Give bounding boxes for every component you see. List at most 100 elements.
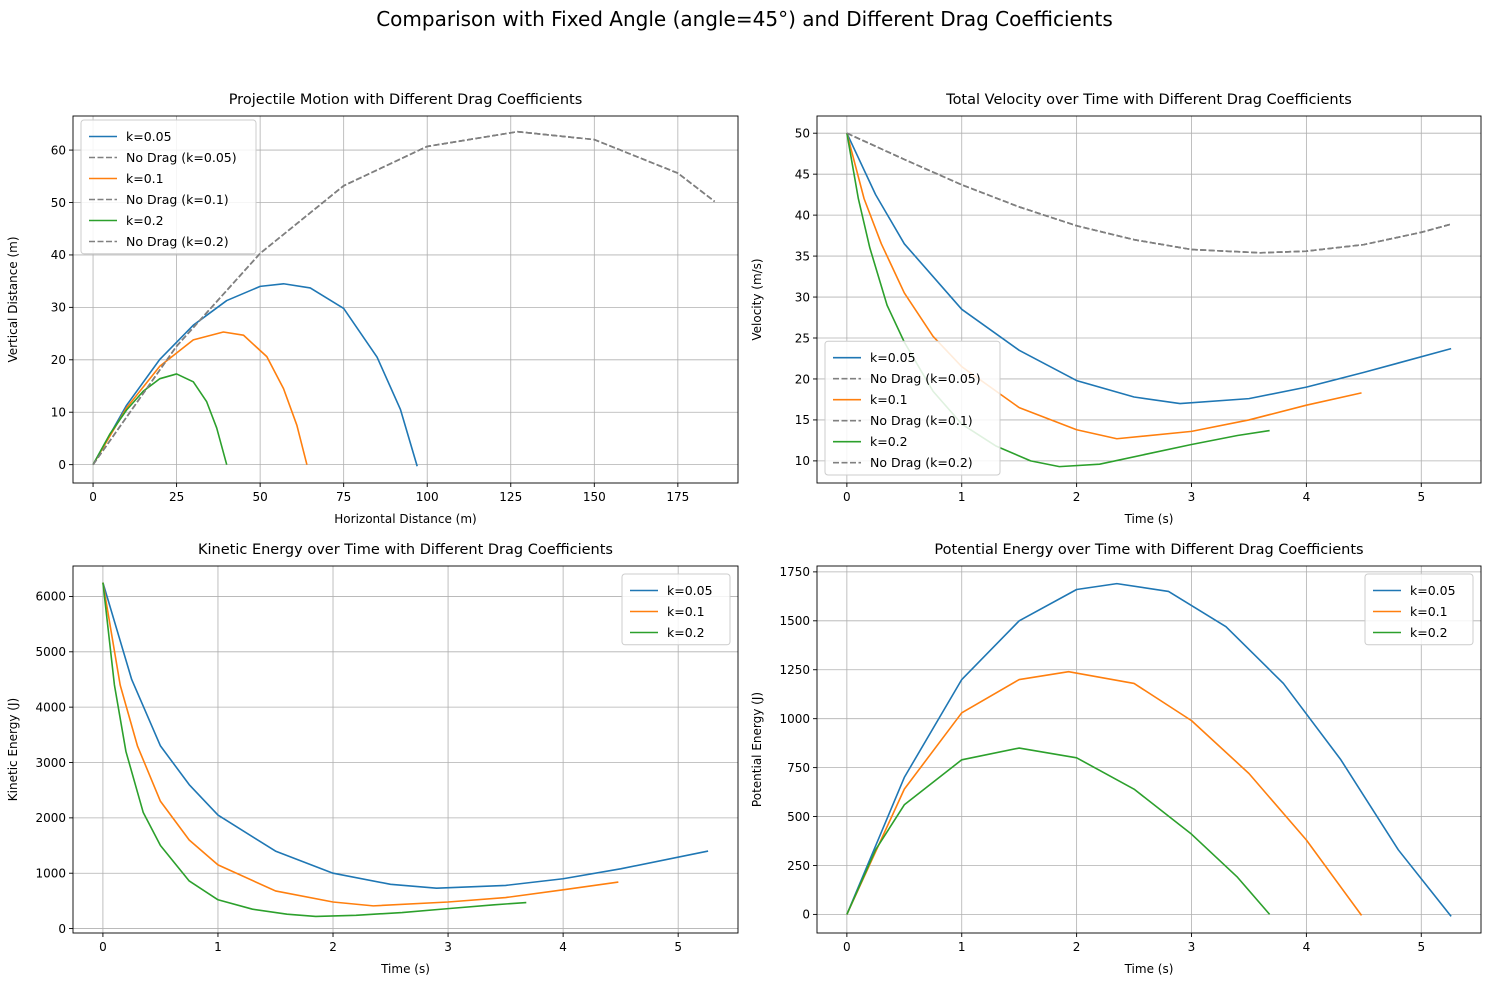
chart-3-y-tick-label-3: 750 xyxy=(787,761,810,775)
chart-0-y-tick-label-6: 60 xyxy=(51,143,66,157)
chart-1-y-tick-label-8: 50 xyxy=(795,127,810,141)
chart-2-y-tick-label-6: 6000 xyxy=(35,590,66,604)
chart-1-x-tick-label-2: 2 xyxy=(1073,490,1081,504)
chart-1-series-line-0 xyxy=(846,132,1452,405)
chart-2-x-axis-label: Time (s) xyxy=(380,962,430,976)
chart-0-x-tick-label-6: 150 xyxy=(583,490,606,504)
chart-2-y-tick-label-4: 4000 xyxy=(35,700,66,714)
chart-1-x-axis-label: Time (s) xyxy=(1124,512,1174,526)
chart-0-x-tick-label-5: 125 xyxy=(499,490,522,504)
chart-3-y-tick-label-5: 1250 xyxy=(779,663,810,677)
chart-3-y-tick-label-0: 0 xyxy=(802,908,810,922)
chart-3-x-tick-label-2: 2 xyxy=(1073,940,1081,954)
chart-0-series-line-5 xyxy=(92,130,716,466)
chart-0-legend-label-5: No Drag (k=0.2) xyxy=(126,234,229,249)
chart-3-axes-frame xyxy=(816,565,1482,934)
chart-0-y-tick-label-3: 30 xyxy=(51,301,66,315)
chart-0-title: Projectile Motion with Different Drag Co… xyxy=(229,92,583,108)
chart-0-x-tick-label-1: 25 xyxy=(169,490,184,504)
chart-3-title: Potential Energy over Time with Differen… xyxy=(934,542,1363,558)
chart-1-y-tick-label-7: 45 xyxy=(795,167,810,181)
chart-2-x-tick-label-4: 4 xyxy=(559,940,567,954)
chart-3-legend: k=0.05 k=0.1 k=0.2 xyxy=(1364,573,1474,646)
chart-1-y-tick-label-6: 40 xyxy=(795,208,810,222)
chart-0-legend-box xyxy=(80,119,257,255)
chart-0-y-tick-label-1: 10 xyxy=(51,406,66,420)
chart-0-series-line-0 xyxy=(92,282,418,467)
chart-1-legend-label-4: k=0.2 xyxy=(870,434,908,449)
chart-2-title: Kinetic Energy over Time with Different … xyxy=(198,542,613,558)
chart-3-y-tick-label-7: 1750 xyxy=(779,565,810,579)
chart-3-y-tick-label-1: 250 xyxy=(787,859,810,873)
chart-2-y-axis-label: Kinetic Energy (J) xyxy=(6,698,20,801)
chart-2-y-tick-label-2: 2000 xyxy=(35,811,66,825)
chart-1-series-line-5 xyxy=(846,132,1452,254)
chart-3-y-tick-label-6: 1500 xyxy=(779,614,810,628)
chart-2-legend-box xyxy=(621,573,731,646)
chart-3-y-tick-label-4: 1000 xyxy=(779,712,810,726)
chart-1-title: Total Velocity over Time with Different … xyxy=(945,92,1352,108)
chart-0-legend-label-0: k=0.05 xyxy=(126,129,172,144)
chart-3-x-tick-label-0: 0 xyxy=(843,940,851,954)
chart-2-x-tick-label-5: 5 xyxy=(674,940,682,954)
chart-2-legend-label-2: k=0.2 xyxy=(667,625,705,640)
chart-3-legend-label-1: k=0.1 xyxy=(1410,604,1448,619)
chart-1-x-tick-label-3: 3 xyxy=(1188,490,1196,504)
chart-2-legend: k=0.05 k=0.1 k=0.2 xyxy=(621,573,731,646)
chart-0-x-tick-label-0: 0 xyxy=(89,490,97,504)
chart-1-y-axis-label: Velocity (m/s) xyxy=(750,258,764,340)
chart-0-x-tick-label-2: 50 xyxy=(252,490,267,504)
chart-2-y-tick-label-1: 1000 xyxy=(35,867,66,881)
chart-3-legend-label-0: k=0.05 xyxy=(1410,583,1456,598)
chart-1-legend-label-5: No Drag (k=0.2) xyxy=(870,455,973,470)
chart-1-legend-label-3: No Drag (k=0.1) xyxy=(870,413,973,428)
chart-0-series-line-2 xyxy=(92,331,308,466)
chart-1-x-tick-label-1: 1 xyxy=(958,490,966,504)
chart-0-y-tick-label-5: 50 xyxy=(51,196,66,210)
chart-1-series-line-3 xyxy=(846,132,1452,254)
chart-2-x-tick-label-0: 0 xyxy=(99,940,107,954)
chart-2-x-tick-label-3: 3 xyxy=(444,940,452,954)
chart-2-axes-frame xyxy=(72,565,739,934)
chart-1-legend: k=0.05 No Drag (k=0.05) k=0.1 No Drag (k=0.… xyxy=(824,340,1001,476)
chart-0-y-tick-label-2: 20 xyxy=(51,353,66,367)
chart-3-x-tick-label-4: 4 xyxy=(1303,940,1311,954)
chart-1-legend-label-0: k=0.05 xyxy=(870,350,916,365)
chart-3-series-line-0 xyxy=(846,582,1452,917)
kinetic-energy-chart: 0 1 2 3 4 5 0 1000 2000 3000 4000 5000 6000 Kinetic E… xyxy=(6,542,739,976)
chart-0-y-axis-label: Vertical Distance (m) xyxy=(6,236,20,362)
chart-0-x-tick-label-4: 100 xyxy=(416,490,439,504)
chart-1-legend-label-1: No Drag (k=0.05) xyxy=(870,371,981,386)
chart-3-series-line-1 xyxy=(846,670,1363,916)
chart-1-series-line-1 xyxy=(846,132,1452,254)
chart-1-legend-label-2: k=0.1 xyxy=(870,392,908,407)
chart-0-x-tick-label-7: 175 xyxy=(666,490,689,504)
chart-0-x-tick-label-3: 75 xyxy=(336,490,351,504)
chart-1-y-tick-label-3: 25 xyxy=(795,331,810,345)
chart-3-x-tick-label-3: 3 xyxy=(1188,940,1196,954)
figure-title: Comparison with Fixed Angle (angle=45°) … xyxy=(376,7,1113,31)
chart-1-x-tick-label-5: 5 xyxy=(1417,490,1425,504)
chart-0-axes-frame xyxy=(72,115,739,484)
chart-2-series-line-1 xyxy=(102,582,619,907)
chart-1-y-tick-label-1: 15 xyxy=(795,413,810,427)
chart-1-series-line-2 xyxy=(846,132,1362,440)
chart-3-legend-box xyxy=(1364,573,1474,646)
chart-3-x-axis-label: Time (s) xyxy=(1124,962,1174,976)
chart-3-x-tick-label-5: 5 xyxy=(1417,940,1425,954)
trajectory-chart: 0 25 50 75 100 125 150 175 0 10 20 30 40 50 60 Projecti… xyxy=(6,92,739,526)
chart-1-y-tick-label-4: 30 xyxy=(795,290,810,304)
chart-0-y-tick-label-0: 0 xyxy=(58,458,66,472)
chart-1-legend-box xyxy=(824,340,1001,476)
chart-1-x-tick-label-0: 0 xyxy=(843,490,851,504)
chart-3-legend-label-2: k=0.2 xyxy=(1410,625,1448,640)
chart-0-legend-label-2: k=0.1 xyxy=(126,171,164,186)
chart-2-y-tick-label-0: 0 xyxy=(58,922,66,936)
chart-2-y-tick-label-5: 5000 xyxy=(35,645,66,659)
chart-2-legend-label-1: k=0.1 xyxy=(667,604,705,619)
chart-0-x-axis-label: Horizontal Distance (m) xyxy=(334,512,476,526)
chart-1-x-tick-label-4: 4 xyxy=(1303,490,1311,504)
chart-0-legend-label-3: No Drag (k=0.1) xyxy=(126,192,229,207)
